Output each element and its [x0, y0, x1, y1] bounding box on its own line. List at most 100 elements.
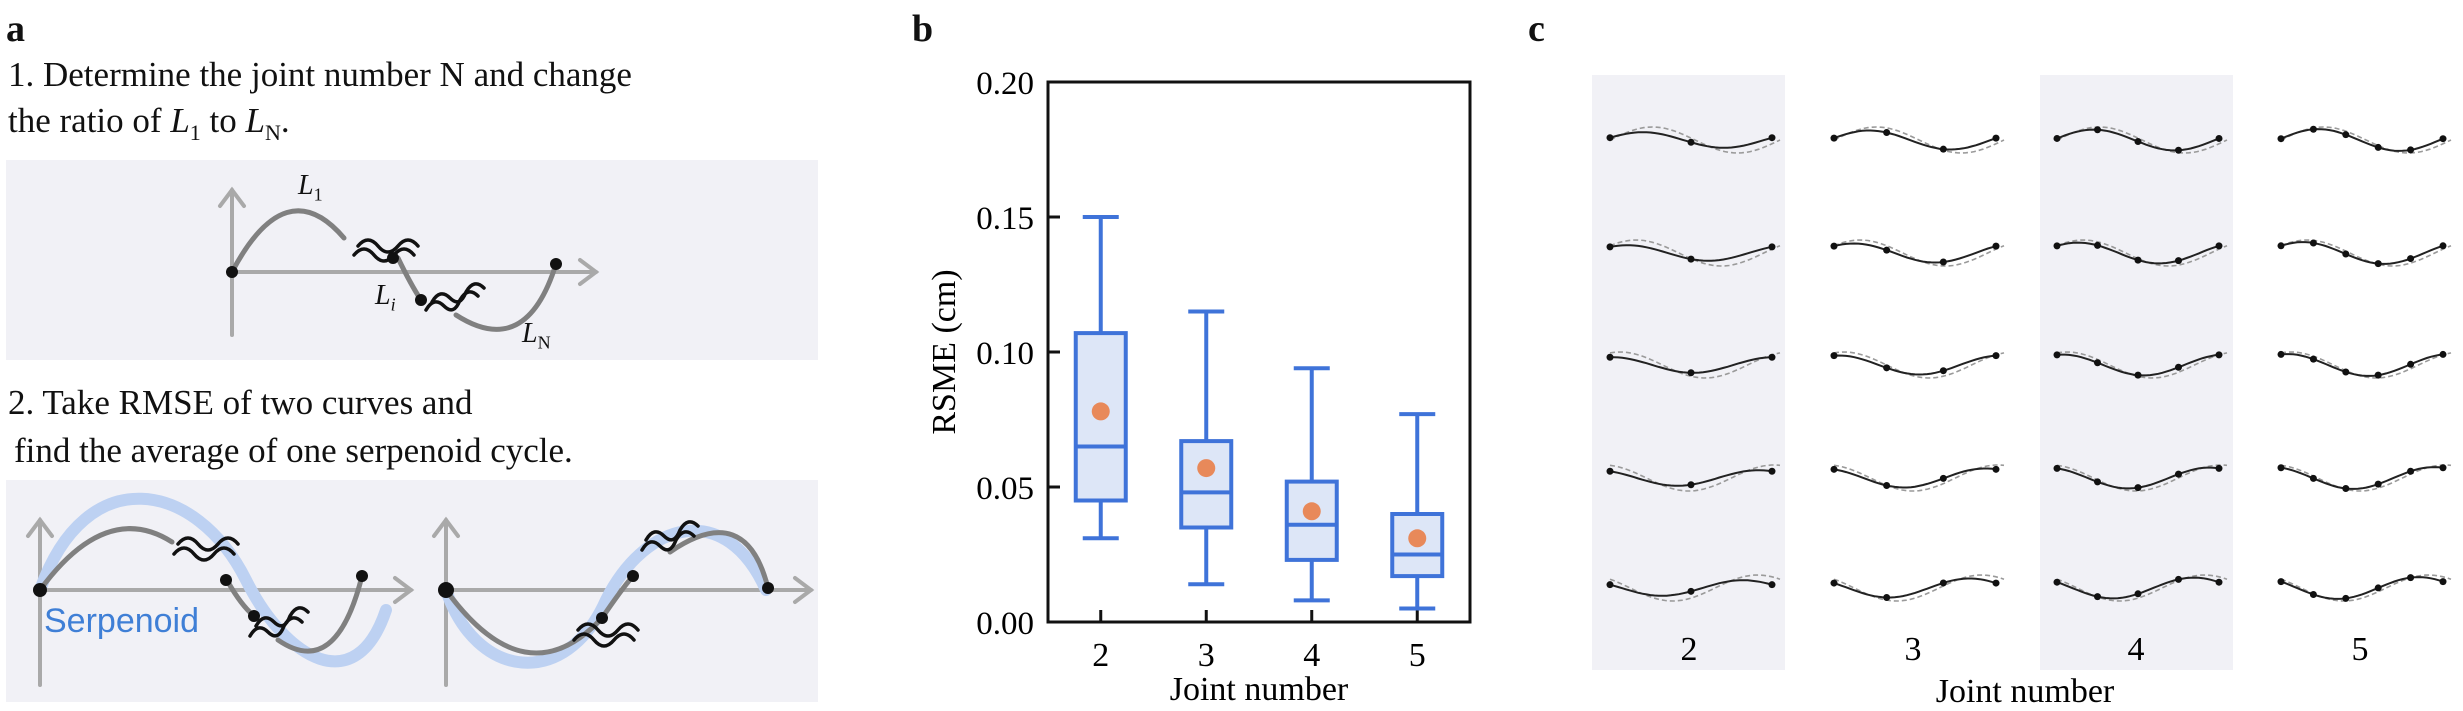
curve-cell — [2053, 126, 2228, 154]
reference-serpenoid — [2056, 574, 2228, 602]
joint-curve — [1833, 577, 1997, 599]
reference-serpenoid — [2056, 351, 2228, 379]
joint-point — [1883, 364, 1891, 372]
x-tick-label: 3 — [1198, 637, 1215, 674]
joint-point — [1687, 138, 1695, 146]
joint-point — [2175, 470, 2182, 478]
joint-point — [1883, 481, 1891, 489]
joint-point — [2309, 239, 2317, 247]
joint-point — [2094, 126, 2101, 134]
y-tick-label: 0.05 — [976, 471, 1034, 507]
joint-point — [2134, 590, 2142, 598]
joint-point — [1606, 243, 1614, 251]
curve-cell — [1830, 464, 2005, 492]
x-tick-label: 4 — [1303, 637, 1320, 674]
joint-point — [1830, 352, 1838, 360]
column-label-5: 5 — [2352, 631, 2369, 668]
joint-point — [1830, 465, 1838, 473]
reference-serpenoid — [2280, 126, 2452, 154]
joint-point — [1992, 242, 2000, 250]
joint-point — [1939, 474, 1947, 482]
column-label-3: 3 — [1905, 631, 1922, 668]
joint-point — [2053, 134, 2061, 142]
joint-point — [2439, 135, 2447, 143]
curve-cell — [2053, 239, 2228, 267]
y-tick-label: 0.20 — [976, 66, 1034, 102]
joint-point — [1687, 587, 1695, 595]
joint-point — [2215, 242, 2223, 250]
joint-point — [2215, 351, 2223, 359]
step2-line1: 2. Take RMSE of two curves and — [8, 383, 473, 422]
joint-point — [2309, 355, 2317, 363]
column-label-2: 2 — [1681, 631, 1698, 668]
panel-c-letter: c — [1528, 8, 1545, 50]
mean-marker — [1197, 459, 1216, 478]
curve-cell — [1830, 574, 2005, 602]
reference-serpenoid — [2280, 351, 2452, 379]
x-tick-label: 2 — [1092, 637, 1109, 674]
panel-a-letter: a — [6, 8, 25, 50]
joint-point — [2407, 467, 2415, 475]
joint-point — [2215, 578, 2223, 586]
joint-point — [1992, 134, 2000, 142]
serpenoid-label: Serpenoid — [44, 602, 200, 640]
label-LN: LN — [522, 318, 551, 353]
reference-serpenoid — [1609, 464, 1781, 492]
joint-point — [2342, 368, 2350, 376]
joint-point — [1768, 134, 1776, 142]
joint-point — [2277, 464, 2285, 472]
joint-point — [2439, 242, 2447, 250]
curve-cell — [2053, 464, 2228, 492]
y-tick-label: 0.10 — [976, 336, 1034, 372]
y-tick-label: 0.00 — [976, 606, 1034, 642]
diagram1-box — [6, 160, 818, 360]
joint-point — [2053, 351, 2061, 359]
box-3 — [1179, 309, 1234, 587]
joint-point — [1768, 243, 1776, 251]
iqr-box — [1179, 439, 1234, 530]
x-tick-label: 5 — [1409, 637, 1426, 674]
joint-point — [2134, 371, 2142, 379]
curve-cell — [2053, 574, 2228, 602]
curve-cell — [1830, 351, 2005, 379]
joint-curve — [1833, 129, 1997, 151]
y-axis-label: RSME (cm) — [926, 269, 963, 434]
joint-point — [2439, 350, 2447, 358]
joint-point — [2309, 125, 2317, 133]
joint-curve — [1833, 467, 1997, 489]
joint-point — [2175, 146, 2182, 154]
panel-b-letter: b — [912, 8, 934, 50]
joint-point — [1606, 581, 1614, 589]
boxes-group — [1073, 215, 1445, 611]
reference-serpenoid — [1609, 126, 1781, 154]
joint-point — [1939, 145, 1947, 153]
curve-cells — [1606, 125, 2452, 602]
joint-curve — [2280, 128, 2444, 152]
joint-curve — [2280, 466, 2444, 490]
joint-point — [1992, 352, 2000, 360]
joint-point — [2374, 584, 2382, 592]
curve-cell — [1830, 239, 2005, 267]
joint-point — [1883, 594, 1891, 602]
joint-point — [2374, 260, 2382, 268]
reference-serpenoid — [1833, 126, 2005, 154]
joint-point — [2094, 241, 2101, 249]
reference-serpenoid — [1609, 574, 1781, 602]
joint-curve — [2280, 353, 2444, 377]
joint-point — [1830, 134, 1838, 142]
curve-cell — [1606, 574, 1781, 602]
joint-point — [2309, 474, 2317, 482]
joint-point — [1606, 353, 1614, 361]
joint-point — [2094, 478, 2101, 486]
joint-point — [2053, 464, 2061, 472]
curve-cell — [2277, 464, 2452, 492]
reference-serpenoid — [2056, 464, 2228, 492]
joint-point — [2134, 138, 2142, 146]
reference-serpenoid — [2056, 126, 2228, 154]
curve-cell — [1606, 464, 1781, 492]
joint-curve — [2280, 576, 2444, 600]
joint-point — [1687, 481, 1695, 489]
joint-point — [1768, 353, 1776, 361]
box-5 — [1390, 412, 1445, 611]
label-L1: L1 — [298, 170, 323, 205]
